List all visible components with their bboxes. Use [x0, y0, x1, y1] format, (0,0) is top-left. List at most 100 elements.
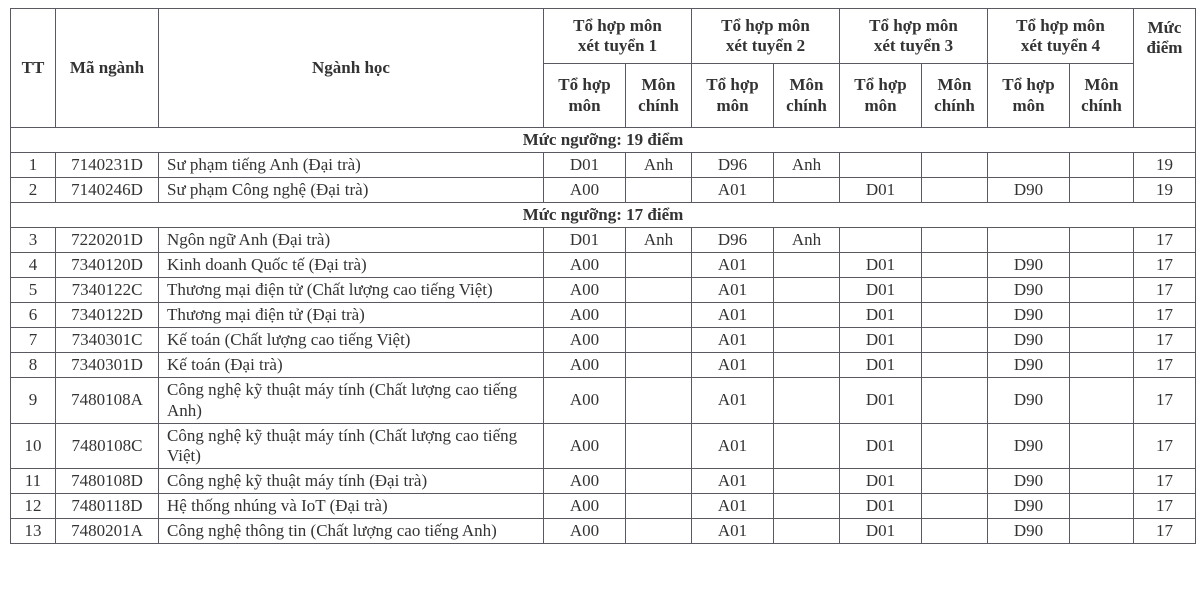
- col-header-group-1: Tổ hợp môn xét tuyển 1: [543, 8, 692, 64]
- cell-muc-diem: 17: [1133, 227, 1196, 254]
- cell-mon-chinh-2: Anh: [773, 152, 840, 179]
- cell-tt: 11: [10, 467, 56, 494]
- cell-nganh-hoc: Kế toán (Chất lượng cao tiếng Việt): [158, 327, 544, 354]
- cell-nganh-hoc: Ngôn ngữ Anh (Đại trà): [158, 227, 544, 254]
- section-title: Mức ngưỡng: 19 điểm: [10, 126, 1196, 154]
- cell-to-hop-mon-1: A00: [543, 377, 626, 424]
- cell-to-hop-mon-1: D01: [543, 152, 626, 179]
- cell-tt: 3: [10, 227, 56, 254]
- cell-mon-chinh-4: [1069, 152, 1134, 179]
- cell-to-hop-mon-3: [839, 152, 922, 179]
- cell-mon-chinh-2: [773, 177, 840, 204]
- cell-tt: 8: [10, 352, 56, 379]
- cell-mon-chinh-3: [921, 492, 988, 519]
- cell-to-hop-mon-2: A01: [691, 302, 774, 329]
- cell-mon-chinh-2: [773, 377, 840, 424]
- cell-mon-chinh-4: [1069, 422, 1134, 469]
- cell-to-hop-mon-4: D90: [987, 422, 1070, 469]
- cell-to-hop-mon-4: D90: [987, 517, 1070, 544]
- cell-to-hop-mon-4: D90: [987, 177, 1070, 204]
- col-header-mon-chinh-3: Môn chính: [921, 63, 988, 128]
- col-header-mon-chinh-1: Môn chính: [625, 63, 692, 128]
- table-row: 10 7480108C Công nghệ kỹ thuật máy tính (C…: [10, 422, 1196, 469]
- cell-to-hop-mon-3: D01: [839, 422, 922, 469]
- cell-to-hop-mon-4: D90: [987, 252, 1070, 279]
- cell-to-hop-mon-4: D90: [987, 302, 1070, 329]
- cell-mon-chinh-1: Anh: [625, 152, 692, 179]
- col-header-nganh-hoc: Ngành học: [158, 8, 544, 128]
- table-row: 11 7480108D Công nghệ kỹ thuật máy tính (Đ…: [10, 467, 1196, 494]
- cell-nganh-hoc: Công nghệ kỹ thuật máy tính (Chất lượng …: [158, 422, 544, 469]
- cell-to-hop-mon-4: D90: [987, 467, 1070, 494]
- cell-ma-nganh: 7480118D: [55, 492, 159, 519]
- cell-tt: 9: [10, 377, 56, 424]
- cell-to-hop-mon-4: D90: [987, 277, 1070, 304]
- cell-to-hop-mon-1: A00: [543, 277, 626, 304]
- cell-to-hop-mon-3: D01: [839, 352, 922, 379]
- table-header: TT Mã ngành Ngành học Tổ hợp môn xét tuy…: [10, 8, 1196, 128]
- cell-mon-chinh-3: [921, 177, 988, 204]
- cell-muc-diem: 17: [1133, 302, 1196, 329]
- table-row: 7 7340301C Kế toán (Chất lượng cao tiếng V…: [10, 327, 1196, 354]
- cell-to-hop-mon-2: A01: [691, 277, 774, 304]
- table-body: Mức ngưỡng: 19 điểm 1 7140231D Sư phạm tiến…: [10, 126, 1196, 544]
- table-row: 1 7140231D Sư phạm tiếng Anh (Đại trà) D01 A…: [10, 152, 1196, 179]
- cell-to-hop-mon-2: A01: [691, 377, 774, 424]
- cell-mon-chinh-3: [921, 422, 988, 469]
- cell-tt: 12: [10, 492, 56, 519]
- cell-mon-chinh-2: [773, 467, 840, 494]
- cell-mon-chinh-2: [773, 277, 840, 304]
- cell-nganh-hoc: Sư phạm tiếng Anh (Đại trà): [158, 152, 544, 179]
- cell-mon-chinh-3: [921, 467, 988, 494]
- cell-muc-diem: 17: [1133, 252, 1196, 279]
- cell-mon-chinh-1: [625, 302, 692, 329]
- table-row: 13 7480201A Công nghệ thông tin (Chất lượn…: [10, 517, 1196, 544]
- cell-muc-diem: 19: [1133, 152, 1196, 179]
- cell-ma-nganh: 7220201D: [55, 227, 159, 254]
- admissions-table: TT Mã ngành Ngành học Tổ hợp môn xét tuy…: [10, 8, 1196, 544]
- table-row: 4 7340120D Kinh doanh Quốc tế (Đại trà) A00…: [10, 252, 1196, 279]
- cell-mon-chinh-1: [625, 177, 692, 204]
- table-row: 5 7340122C Thương mại điện tử (Chất lượng …: [10, 277, 1196, 304]
- cell-to-hop-mon-3: D01: [839, 252, 922, 279]
- cell-mon-chinh-4: [1069, 277, 1134, 304]
- cell-tt: 10: [10, 422, 56, 469]
- cell-ma-nganh: 7340120D: [55, 252, 159, 279]
- header-row-top: TT Mã ngành Ngành học Tổ hợp môn xét tuy…: [10, 8, 1196, 128]
- cell-mon-chinh-3: [921, 277, 988, 304]
- cell-ma-nganh: 7140246D: [55, 177, 159, 204]
- cell-mon-chinh-1: [625, 467, 692, 494]
- cell-to-hop-mon-1: A00: [543, 352, 626, 379]
- cell-mon-chinh-2: Anh: [773, 227, 840, 254]
- cell-ma-nganh: 7140231D: [55, 152, 159, 179]
- cell-to-hop-mon-3: D01: [839, 302, 922, 329]
- cell-tt: 6: [10, 302, 56, 329]
- cell-to-hop-mon-1: A00: [543, 517, 626, 544]
- cell-to-hop-mon-3: D01: [839, 277, 922, 304]
- cell-mon-chinh-4: [1069, 352, 1134, 379]
- cell-mon-chinh-3: [921, 302, 988, 329]
- cell-ma-nganh: 7480108D: [55, 467, 159, 494]
- cell-to-hop-mon-1: A00: [543, 252, 626, 279]
- cell-mon-chinh-1: [625, 277, 692, 304]
- cell-nganh-hoc: Kế toán (Đại trà): [158, 352, 544, 379]
- cell-to-hop-mon-1: A00: [543, 302, 626, 329]
- cell-mon-chinh-3: [921, 517, 988, 544]
- col-header-group-3: Tổ hợp môn xét tuyển 3: [839, 8, 988, 64]
- col-header-mon-chinh-4: Môn chính: [1069, 63, 1134, 128]
- cell-mon-chinh-1: [625, 352, 692, 379]
- cell-to-hop-mon-2: A01: [691, 517, 774, 544]
- col-header-tt: TT: [10, 8, 56, 128]
- cell-to-hop-mon-4: D90: [987, 352, 1070, 379]
- cell-to-hop-mon-3: D01: [839, 492, 922, 519]
- cell-mon-chinh-1: Anh: [625, 227, 692, 254]
- cell-to-hop-mon-3: D01: [839, 377, 922, 424]
- cell-to-hop-mon-2: A01: [691, 467, 774, 494]
- cell-to-hop-mon-3: D01: [839, 177, 922, 204]
- cell-nganh-hoc: Thương mại điện tử (Đại trà): [158, 302, 544, 329]
- cell-mon-chinh-3: [921, 352, 988, 379]
- cell-tt: 1: [10, 152, 56, 179]
- cell-to-hop-mon-1: A00: [543, 327, 626, 354]
- cell-to-hop-mon-4: [987, 152, 1070, 179]
- cell-mon-chinh-3: [921, 152, 988, 179]
